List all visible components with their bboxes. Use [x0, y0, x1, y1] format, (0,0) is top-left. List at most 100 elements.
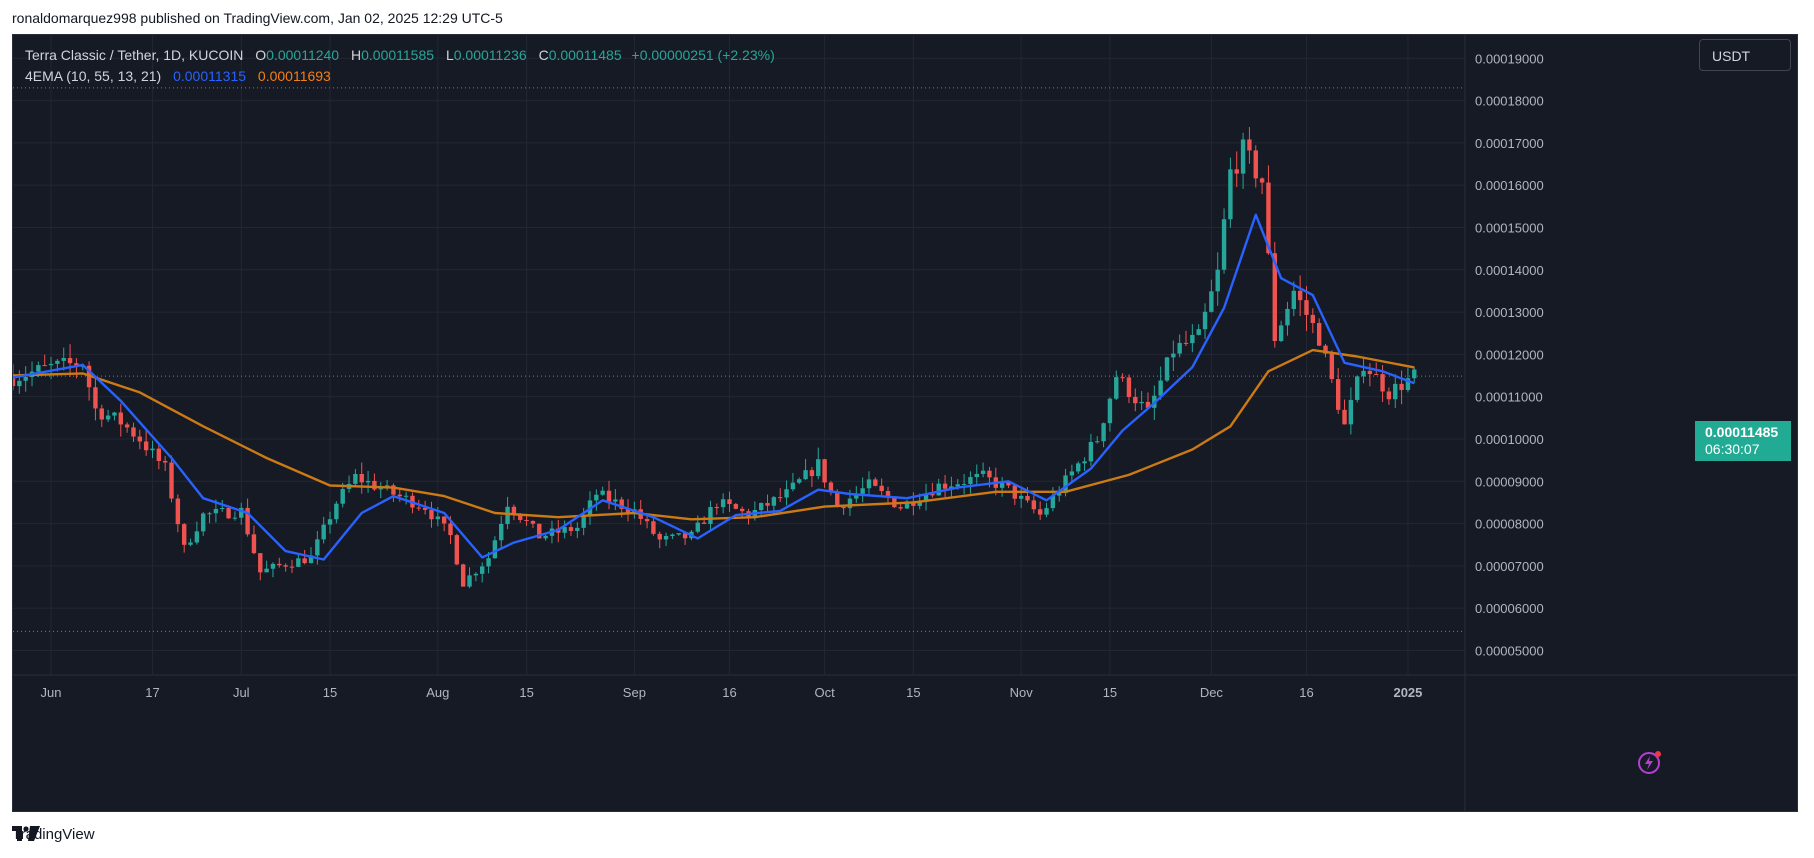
- candle-body: [372, 480, 377, 490]
- candle-body: [562, 527, 567, 533]
- candle-body: [499, 523, 504, 541]
- candle-body: [1209, 291, 1214, 312]
- candle-body: [955, 484, 960, 487]
- candle-body: [619, 499, 624, 509]
- chart-pane[interactable]: 0.00019000 0.00018000 0.00017000 0.00016000…: [12, 34, 1798, 812]
- candle-body: [1164, 357, 1170, 381]
- candle-body: [961, 483, 967, 485]
- candle-body: [334, 503, 339, 520]
- tradingview-logo-icon: [12, 826, 40, 841]
- candle-body: [1304, 300, 1309, 315]
- symbol-title[interactable]: Terra Classic / Tether, 1D, KUCOIN: [25, 47, 244, 63]
- time-tick-label: Jul: [233, 685, 250, 700]
- price-tick-label: 0.00018000: [1475, 94, 1544, 109]
- candle-body: [727, 499, 732, 505]
- candle-body: [1228, 169, 1233, 220]
- candle-body: [36, 365, 41, 372]
- chart-legend: Terra Classic / Tether, 1D, KUCOIN O0.00…: [25, 45, 775, 87]
- candlestick-series: [13, 127, 1417, 589]
- candle-body: [568, 527, 574, 531]
- candle-body: [378, 488, 383, 490]
- candle-body: [289, 566, 295, 568]
- candle-body: [226, 508, 231, 519]
- candle-body: [1393, 383, 1398, 400]
- candle-body: [936, 483, 941, 496]
- price-tick-label: 0.00005000: [1475, 643, 1544, 658]
- candle-body: [765, 503, 770, 506]
- candle-body: [1037, 509, 1043, 515]
- high-value: 0.00011585: [361, 47, 435, 63]
- lightning-bolt-icon[interactable]: [1637, 749, 1663, 775]
- candle-body: [264, 568, 269, 573]
- price-tick-label: 0.00011000: [1475, 390, 1543, 405]
- candle-body: [277, 563, 282, 566]
- candle-body: [860, 488, 865, 494]
- candle-body: [1025, 495, 1030, 501]
- candle-body: [1044, 508, 1049, 515]
- ema-slow-value: 0.00011693: [257, 68, 331, 84]
- candle-body: [1076, 463, 1081, 472]
- candle-body: [1412, 369, 1417, 379]
- candle-body: [213, 509, 219, 514]
- tradingview-brand[interactable]: TradingView: [12, 826, 95, 843]
- candle-body: [771, 497, 777, 506]
- candle-body: [1006, 482, 1011, 486]
- price-tick-label: 0.00013000: [1475, 305, 1544, 320]
- candle-body: [663, 536, 669, 540]
- candle-body: [105, 415, 111, 420]
- candle-body: [188, 542, 193, 545]
- time-tick-label: Jun: [41, 685, 62, 700]
- candle-body: [1240, 139, 1246, 174]
- candle-body: [403, 495, 409, 497]
- candle-body: [1120, 377, 1125, 379]
- candle-body: [480, 566, 485, 574]
- candle-body: [720, 499, 726, 508]
- candle-body: [1133, 396, 1138, 404]
- candle-body: [930, 493, 935, 496]
- low-label: L: [445, 47, 454, 63]
- candle-body: [353, 474, 358, 484]
- candle-body: [1380, 374, 1385, 392]
- candle-body: [1266, 182, 1271, 254]
- candle-body: [1253, 150, 1258, 179]
- candle-body: [239, 507, 244, 518]
- candle-body: [112, 412, 117, 416]
- candle-body: [1234, 169, 1239, 174]
- candle-body: [1329, 353, 1335, 380]
- candle-body: [1215, 269, 1220, 292]
- candle-body: [1247, 139, 1252, 151]
- candle-body: [1126, 377, 1132, 397]
- candle-body: [169, 462, 174, 499]
- candle-body: [1361, 370, 1366, 377]
- currency-button[interactable]: USDT: [1699, 39, 1791, 71]
- candle-body: [1259, 178, 1265, 183]
- candle-body: [162, 460, 168, 463]
- candle-body: [1342, 409, 1347, 425]
- candle-body: [625, 508, 631, 513]
- candle-body: [790, 482, 796, 490]
- price-tick-label: 0.00007000: [1475, 559, 1544, 574]
- candle-body: [143, 441, 149, 451]
- candle-body: [308, 555, 314, 564]
- candle-body: [467, 575, 472, 587]
- close-value: 0.00011485: [548, 47, 622, 63]
- candle-body: [701, 522, 707, 524]
- time-tick-label: 2025: [1393, 685, 1422, 700]
- candle-body: [911, 501, 916, 506]
- ohlc-row: Terra Classic / Tether, 1D, KUCOIN O0.00…: [25, 45, 775, 66]
- candle-body: [441, 516, 447, 524]
- time-tick-label: 16: [722, 685, 736, 700]
- candle-body: [486, 558, 491, 567]
- candle-body: [866, 479, 872, 489]
- price-chart[interactable]: 0.00019000 0.00018000 0.00017000 0.00016000…: [13, 35, 1798, 812]
- candle-body: [270, 563, 276, 569]
- candle-body: [448, 523, 453, 536]
- candle-body: [530, 520, 536, 524]
- candle-body: [1088, 441, 1094, 462]
- time-axis: Jun 17 Jul 15 Aug 15 Sep 16 Oct 15 Nov 15 Dec 16 2025: [13, 674, 1797, 700]
- candle-body: [61, 358, 66, 361]
- indicator-title[interactable]: 4EMA (10, 55, 13, 21): [25, 68, 162, 84]
- candle-body: [809, 470, 815, 477]
- candle-body: [1323, 345, 1328, 354]
- candle-body: [365, 480, 371, 483]
